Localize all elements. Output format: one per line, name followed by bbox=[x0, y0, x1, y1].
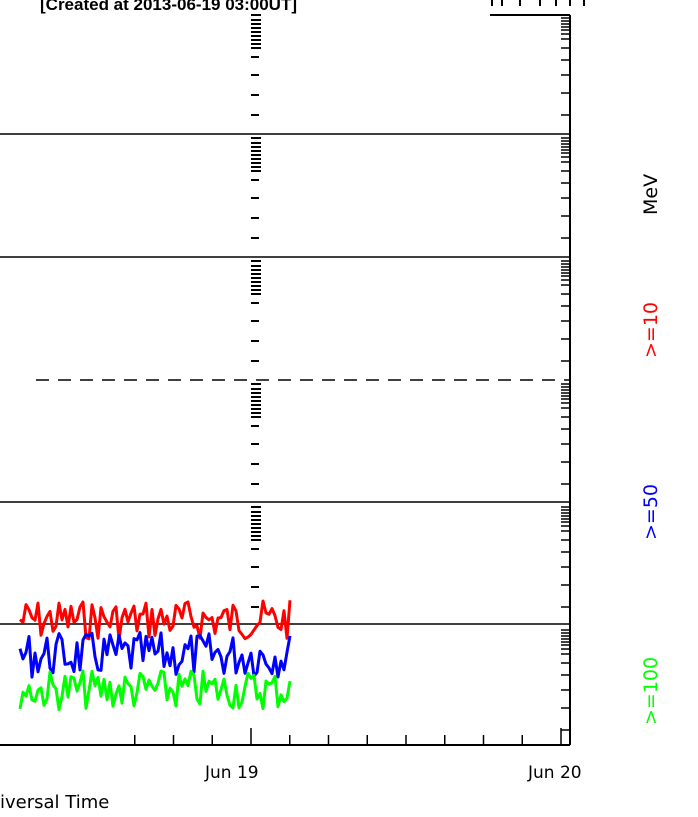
series-label-10: >=10 bbox=[640, 302, 662, 358]
x-axis-title: iversal Time bbox=[0, 792, 109, 813]
series-50 bbox=[18, 631, 292, 679]
created-timestamp: [Created at 2013-06-19 03:00UT] bbox=[40, 0, 297, 14]
top-edge-fragments bbox=[491, 0, 585, 6]
series-100 bbox=[18, 669, 292, 712]
series-group bbox=[18, 599, 292, 712]
horizontal-gridlines bbox=[0, 133, 570, 625]
right-axis-ticks bbox=[561, 14, 570, 731]
x-tick-label-jun20: Jun 20 bbox=[527, 763, 582, 783]
day-boundary-line bbox=[251, 14, 261, 608]
bottom-axis-ticks bbox=[134, 728, 562, 745]
x-tick-label-jun19: Jun 19 bbox=[204, 763, 259, 783]
series-10 bbox=[18, 599, 292, 641]
unit-label: MeV bbox=[640, 174, 662, 215]
series-label-50: >=50 bbox=[640, 484, 662, 540]
series-label-100: >=100 bbox=[640, 657, 662, 725]
